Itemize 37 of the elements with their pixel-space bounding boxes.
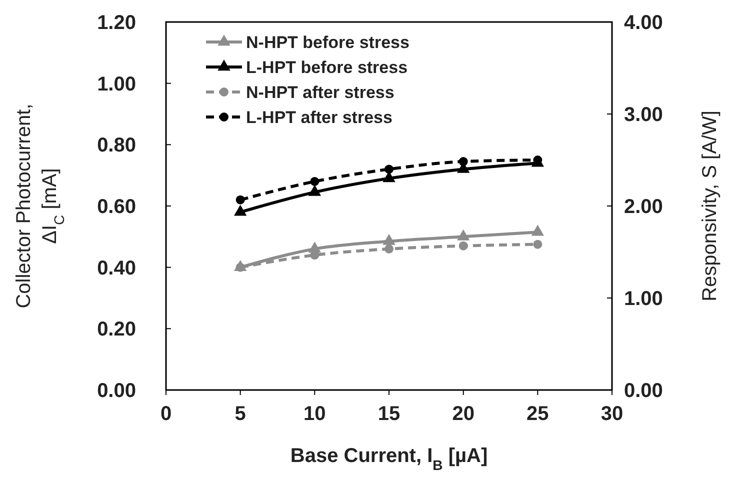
x-tick-label: 30 — [600, 403, 624, 425]
y-tick-label: 0.80 — [97, 134, 136, 157]
x-tick-label: 5 — [234, 403, 246, 425]
point — [384, 244, 394, 254]
y-tick-label: 0.60 — [97, 196, 136, 218]
y2-tick-label: 4.00 — [624, 12, 663, 34]
point — [531, 224, 544, 236]
x-tick-label: 15 — [378, 403, 400, 425]
point — [308, 184, 322, 196]
legend-label: L-HPT after stress — [246, 108, 392, 127]
y-tick-label: 1.00 — [97, 73, 136, 96]
point — [234, 204, 247, 216]
y-tick-label: 1.20 — [97, 12, 136, 34]
point — [456, 229, 470, 240]
point — [382, 234, 396, 245]
legend-label: N-HPT after stress — [246, 83, 394, 102]
y2-tick-label: 1.00 — [624, 288, 663, 310]
legend-label: L-HPT before stress — [246, 58, 408, 77]
point — [236, 195, 245, 204]
y-tick-label: 0.20 — [97, 318, 136, 341]
legend-label: N-HPT before stress — [246, 33, 410, 52]
y2-axis-title: Responsivity, S [A/W] — [699, 110, 721, 302]
point — [310, 176, 320, 186]
y2-tick-label: 2.00 — [624, 196, 663, 218]
y2-tick-label: 3.00 — [624, 104, 663, 126]
x-tick-label: 20 — [452, 403, 474, 425]
x-tick-label: 10 — [304, 403, 326, 425]
point — [458, 241, 468, 250]
point — [384, 164, 394, 174]
y-tick-label: 0.00 — [97, 380, 136, 402]
point — [458, 157, 468, 166]
y2-tick-label: 0.00 — [624, 380, 663, 402]
point — [533, 240, 542, 249]
x-axis-title: Base Current, I$_{B}$ [µA] — [290, 445, 488, 473]
x-tick-label: 25 — [526, 403, 549, 425]
x-tick-label: 0 — [160, 403, 172, 425]
y-tick-label: 0.40 — [97, 257, 136, 280]
